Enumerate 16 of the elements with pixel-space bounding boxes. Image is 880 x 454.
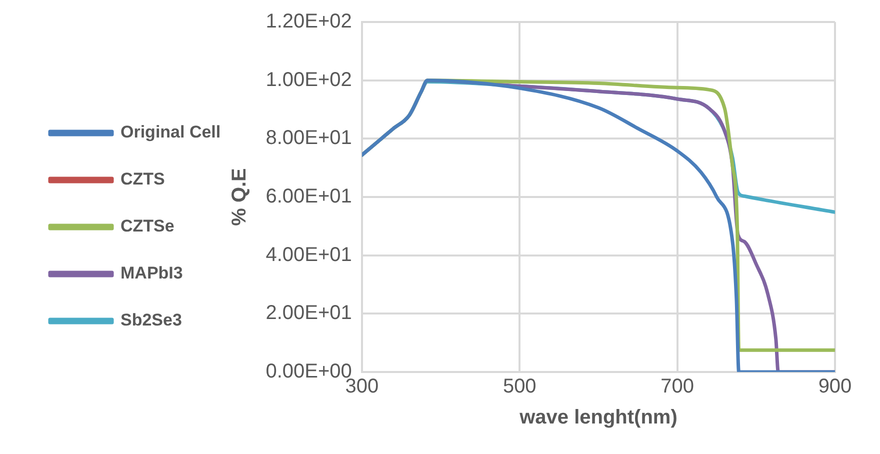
x-tick-label: 700 [660,376,694,398]
legend-label: MAPbI3 [120,264,183,283]
legend-label: Original Cell [120,122,221,142]
y-tick-label: 1.20E+02 [266,10,352,33]
legend-label: CZTS [120,170,165,189]
y-axis-title: % Q.E [228,168,250,226]
y-tick-label: 4.00E+01 [266,244,352,266]
legend-label: Sb2Se3 [120,310,182,330]
x-axis-title: wave lenght(nm) [518,406,678,429]
y-tick-label: 1.00E+02 [266,68,352,91]
y-tick-label: 2.00E+01 [266,302,352,324]
x-tick-label: 500 [502,376,536,398]
x-tick-label: 900 [818,376,852,398]
y-tick-label: 6.00E+01 [266,186,352,208]
legend-label: CZTSe [120,216,174,236]
y-tick-label: 8.00E+01 [266,127,352,150]
